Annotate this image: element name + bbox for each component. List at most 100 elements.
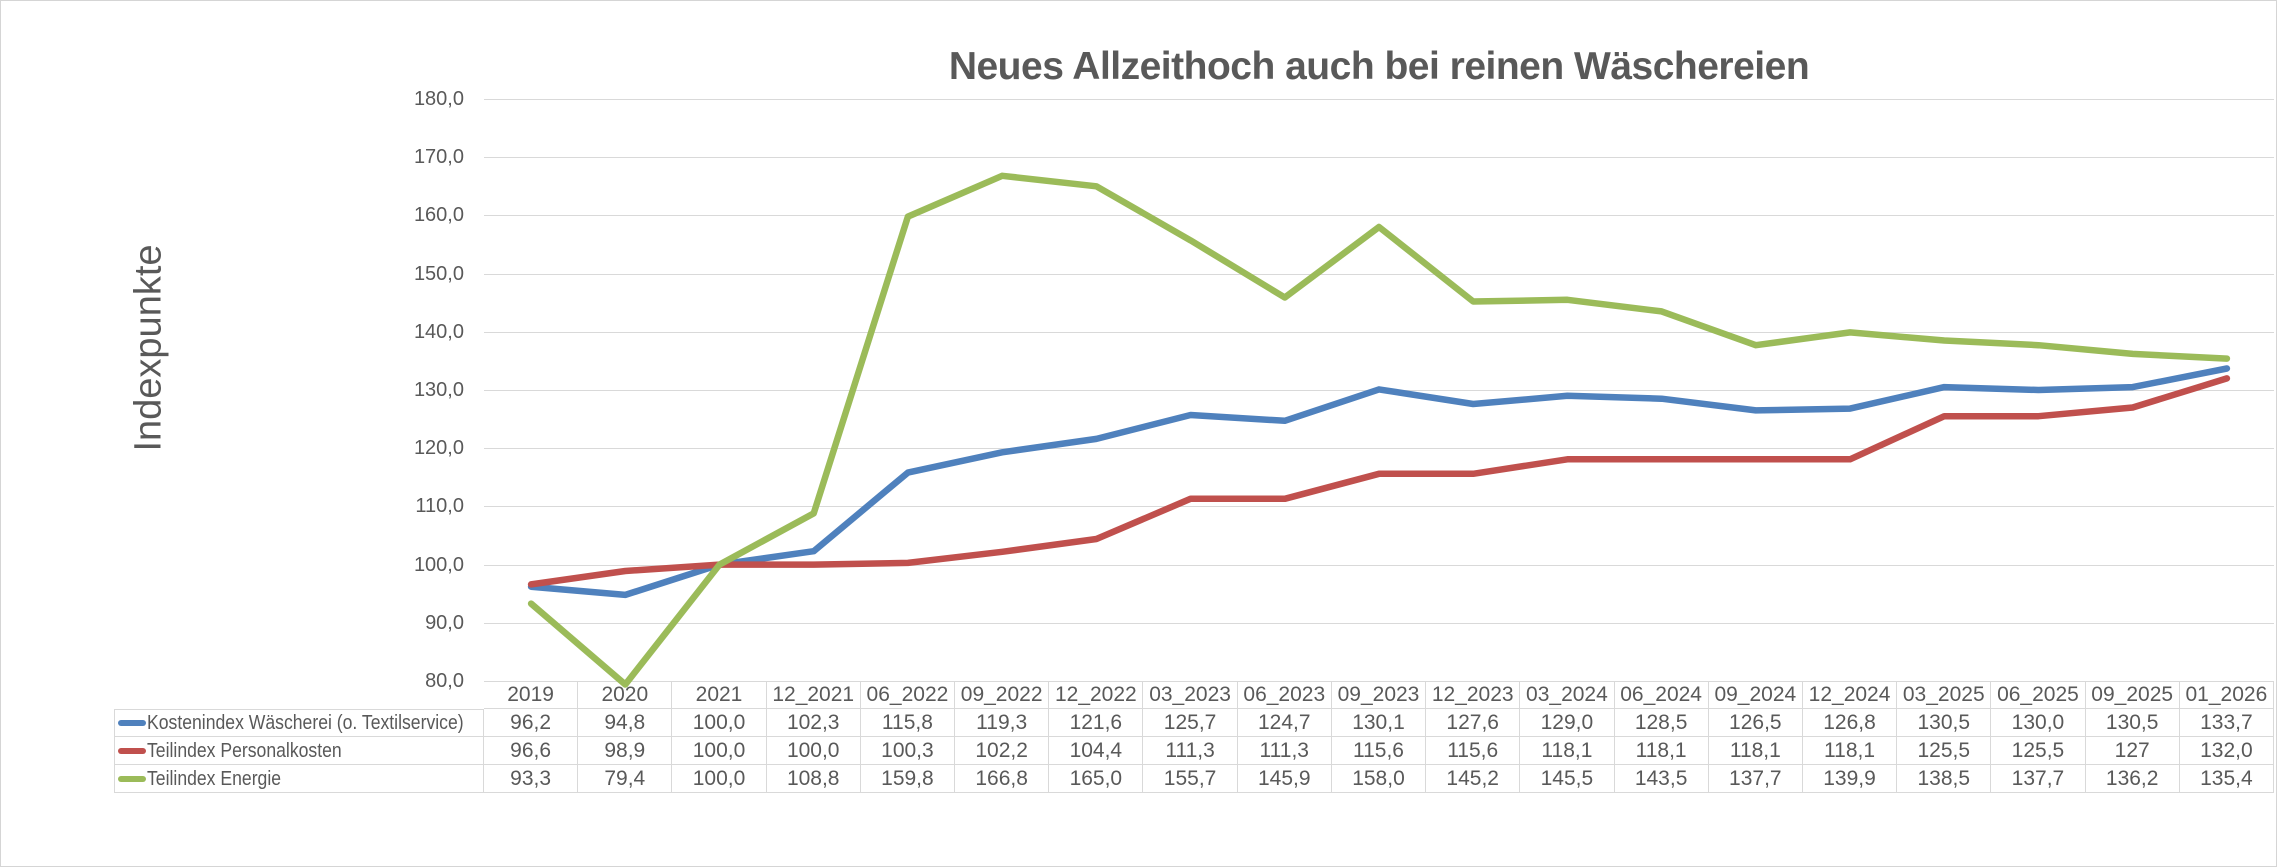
value-cell: 100,0 [672, 765, 767, 793]
chart-title: Neues Allzeithoch auch bei reinen Wäsche… [948, 45, 1810, 88]
value-cell: 121,6 [1049, 709, 1144, 737]
value-cell: 102,3 [766, 709, 861, 737]
value-cell: 111,3 [1143, 737, 1238, 765]
value-cell: 143,5 [1614, 765, 1709, 793]
y-tick-label: 110,0 [415, 495, 464, 518]
value-cell: 115,6 [1426, 737, 1521, 765]
series-key-icon [118, 775, 146, 782]
y-tick-label: 170,0 [413, 146, 464, 169]
category-header-cell: 2021 [672, 681, 767, 709]
value-cell: 130,0 [1991, 709, 2086, 737]
value-cell: 125,7 [1143, 709, 1238, 737]
value-cell: 100,0 [766, 737, 861, 765]
y-tick-label: 140,0 [413, 320, 464, 343]
value-cell: 159,8 [860, 765, 956, 793]
value-cell: 132,0 [2179, 737, 2274, 765]
value-cell: 100,0 [672, 709, 767, 737]
gridline [484, 99, 2274, 100]
category-header-cell: 09_2022 [955, 681, 1050, 709]
category-header-cell: 09_2024 [1708, 681, 1803, 709]
category-header-cell: 03_2025 [1897, 681, 1992, 709]
value-cell: 118,1 [1708, 737, 1803, 765]
y-tick-label: 150,0 [413, 262, 464, 285]
value-cell: 155,7 [1143, 765, 1238, 793]
category-header-cell: 2019 [484, 681, 579, 709]
gridline [484, 157, 2274, 159]
value-cell: 124,7 [1237, 709, 1332, 737]
value-cell: 127 [2085, 737, 2180, 765]
value-cell: 137,7 [1991, 765, 2086, 793]
value-cell: 130,5 [2085, 709, 2180, 737]
category-header-cell: 12_2022 [1049, 681, 1144, 709]
category-header-cell: 2020 [578, 681, 673, 709]
value-cell: 135,4 [2179, 765, 2274, 793]
series-name: Kostenindex Wäscherei (o. Textilservice) [147, 712, 464, 734]
category-header-cell: 03_2024 [1520, 681, 1615, 709]
series-name-cell: Kostenindex Wäscherei (o. Textilservice) [114, 709, 484, 737]
value-cell: 145,5 [1520, 765, 1615, 793]
y-tick-label: 100,0 [413, 553, 464, 576]
category-header-cell: 09_2025 [2085, 681, 2180, 709]
value-cell: 128,5 [1614, 709, 1709, 737]
value-cell: 165,0 [1049, 765, 1144, 793]
value-cell: 115,6 [1331, 737, 1427, 765]
value-cell: 118,1 [1520, 737, 1615, 765]
category-header-cell: 01_2026 [2179, 681, 2274, 709]
category-header-cell: 09_2023 [1331, 681, 1427, 709]
value-cell: 94,8 [578, 709, 673, 737]
value-cell: 100,3 [860, 737, 956, 765]
value-cell: 166,8 [955, 765, 1050, 793]
value-cell: 126,5 [1708, 709, 1803, 737]
value-cell: 158,0 [1331, 765, 1427, 793]
value-cell: 115,8 [860, 709, 956, 737]
y-tick-label: 90,0 [425, 611, 464, 634]
series-name-cell: Teilindex Energie [114, 765, 484, 793]
series-name: Teilindex Energie [147, 767, 282, 790]
category-header-cell: 06_2025 [1991, 681, 2086, 709]
y-tick-label: 120,0 [413, 437, 464, 460]
value-cell: 108,8 [766, 765, 861, 793]
value-cell: 96,6 [484, 737, 579, 765]
category-header-cell: 06_2024 [1614, 681, 1709, 709]
value-cell: 93,3 [484, 765, 579, 793]
value-cell: 125,5 [1897, 737, 1992, 765]
series-key-icon [118, 720, 146, 726]
value-cell: 118,1 [1614, 737, 1709, 765]
y-tick-label: 80,0 [425, 670, 464, 692]
category-header-cell: 03_2023 [1143, 681, 1238, 709]
value-cell: 136,2 [2085, 765, 2180, 793]
value-cell: 133,7 [2179, 709, 2274, 737]
value-cell: 98,9 [578, 737, 673, 765]
value-cell: 137,7 [1708, 765, 1803, 793]
category-header-cell: 06_2022 [860, 681, 956, 709]
value-cell: 145,2 [1426, 765, 1521, 793]
value-cell: 96,2 [484, 709, 579, 737]
value-cell: 139,9 [1802, 765, 1898, 793]
value-cell: 125,5 [1991, 737, 2086, 765]
y-tick-label: 160,0 [413, 204, 464, 227]
y-tick-label: 130,0 [413, 379, 464, 401]
value-cell: 130,1 [1331, 709, 1427, 737]
series-name: Teilindex Personalkosten [147, 739, 342, 762]
value-cell: 102,2 [955, 737, 1050, 765]
category-header-cell: 12_2024 [1802, 681, 1898, 709]
category-header-cell: 06_2023 [1237, 681, 1332, 709]
value-cell: 79,4 [578, 765, 673, 793]
value-cell: 127,6 [1426, 709, 1521, 737]
value-cell: 111,3 [1237, 737, 1332, 765]
series-name-cell: Teilindex Personalkosten [114, 737, 484, 765]
value-cell: 119,3 [955, 709, 1050, 737]
value-cell: 118,1 [1802, 737, 1898, 765]
value-cell: 145,9 [1237, 765, 1332, 793]
value-cell: 130,5 [1897, 709, 1992, 737]
value-cell: 138,5 [1897, 765, 1992, 793]
value-cell: 129,0 [1520, 709, 1615, 737]
value-cell: 126,8 [1802, 709, 1898, 737]
category-header-cell: 12_2023 [1426, 681, 1521, 709]
value-cell: 100,0 [672, 737, 767, 765]
value-cell: 104,4 [1049, 737, 1144, 765]
series-key-icon [118, 747, 146, 754]
y-tick-label: 180,0 [413, 88, 464, 110]
